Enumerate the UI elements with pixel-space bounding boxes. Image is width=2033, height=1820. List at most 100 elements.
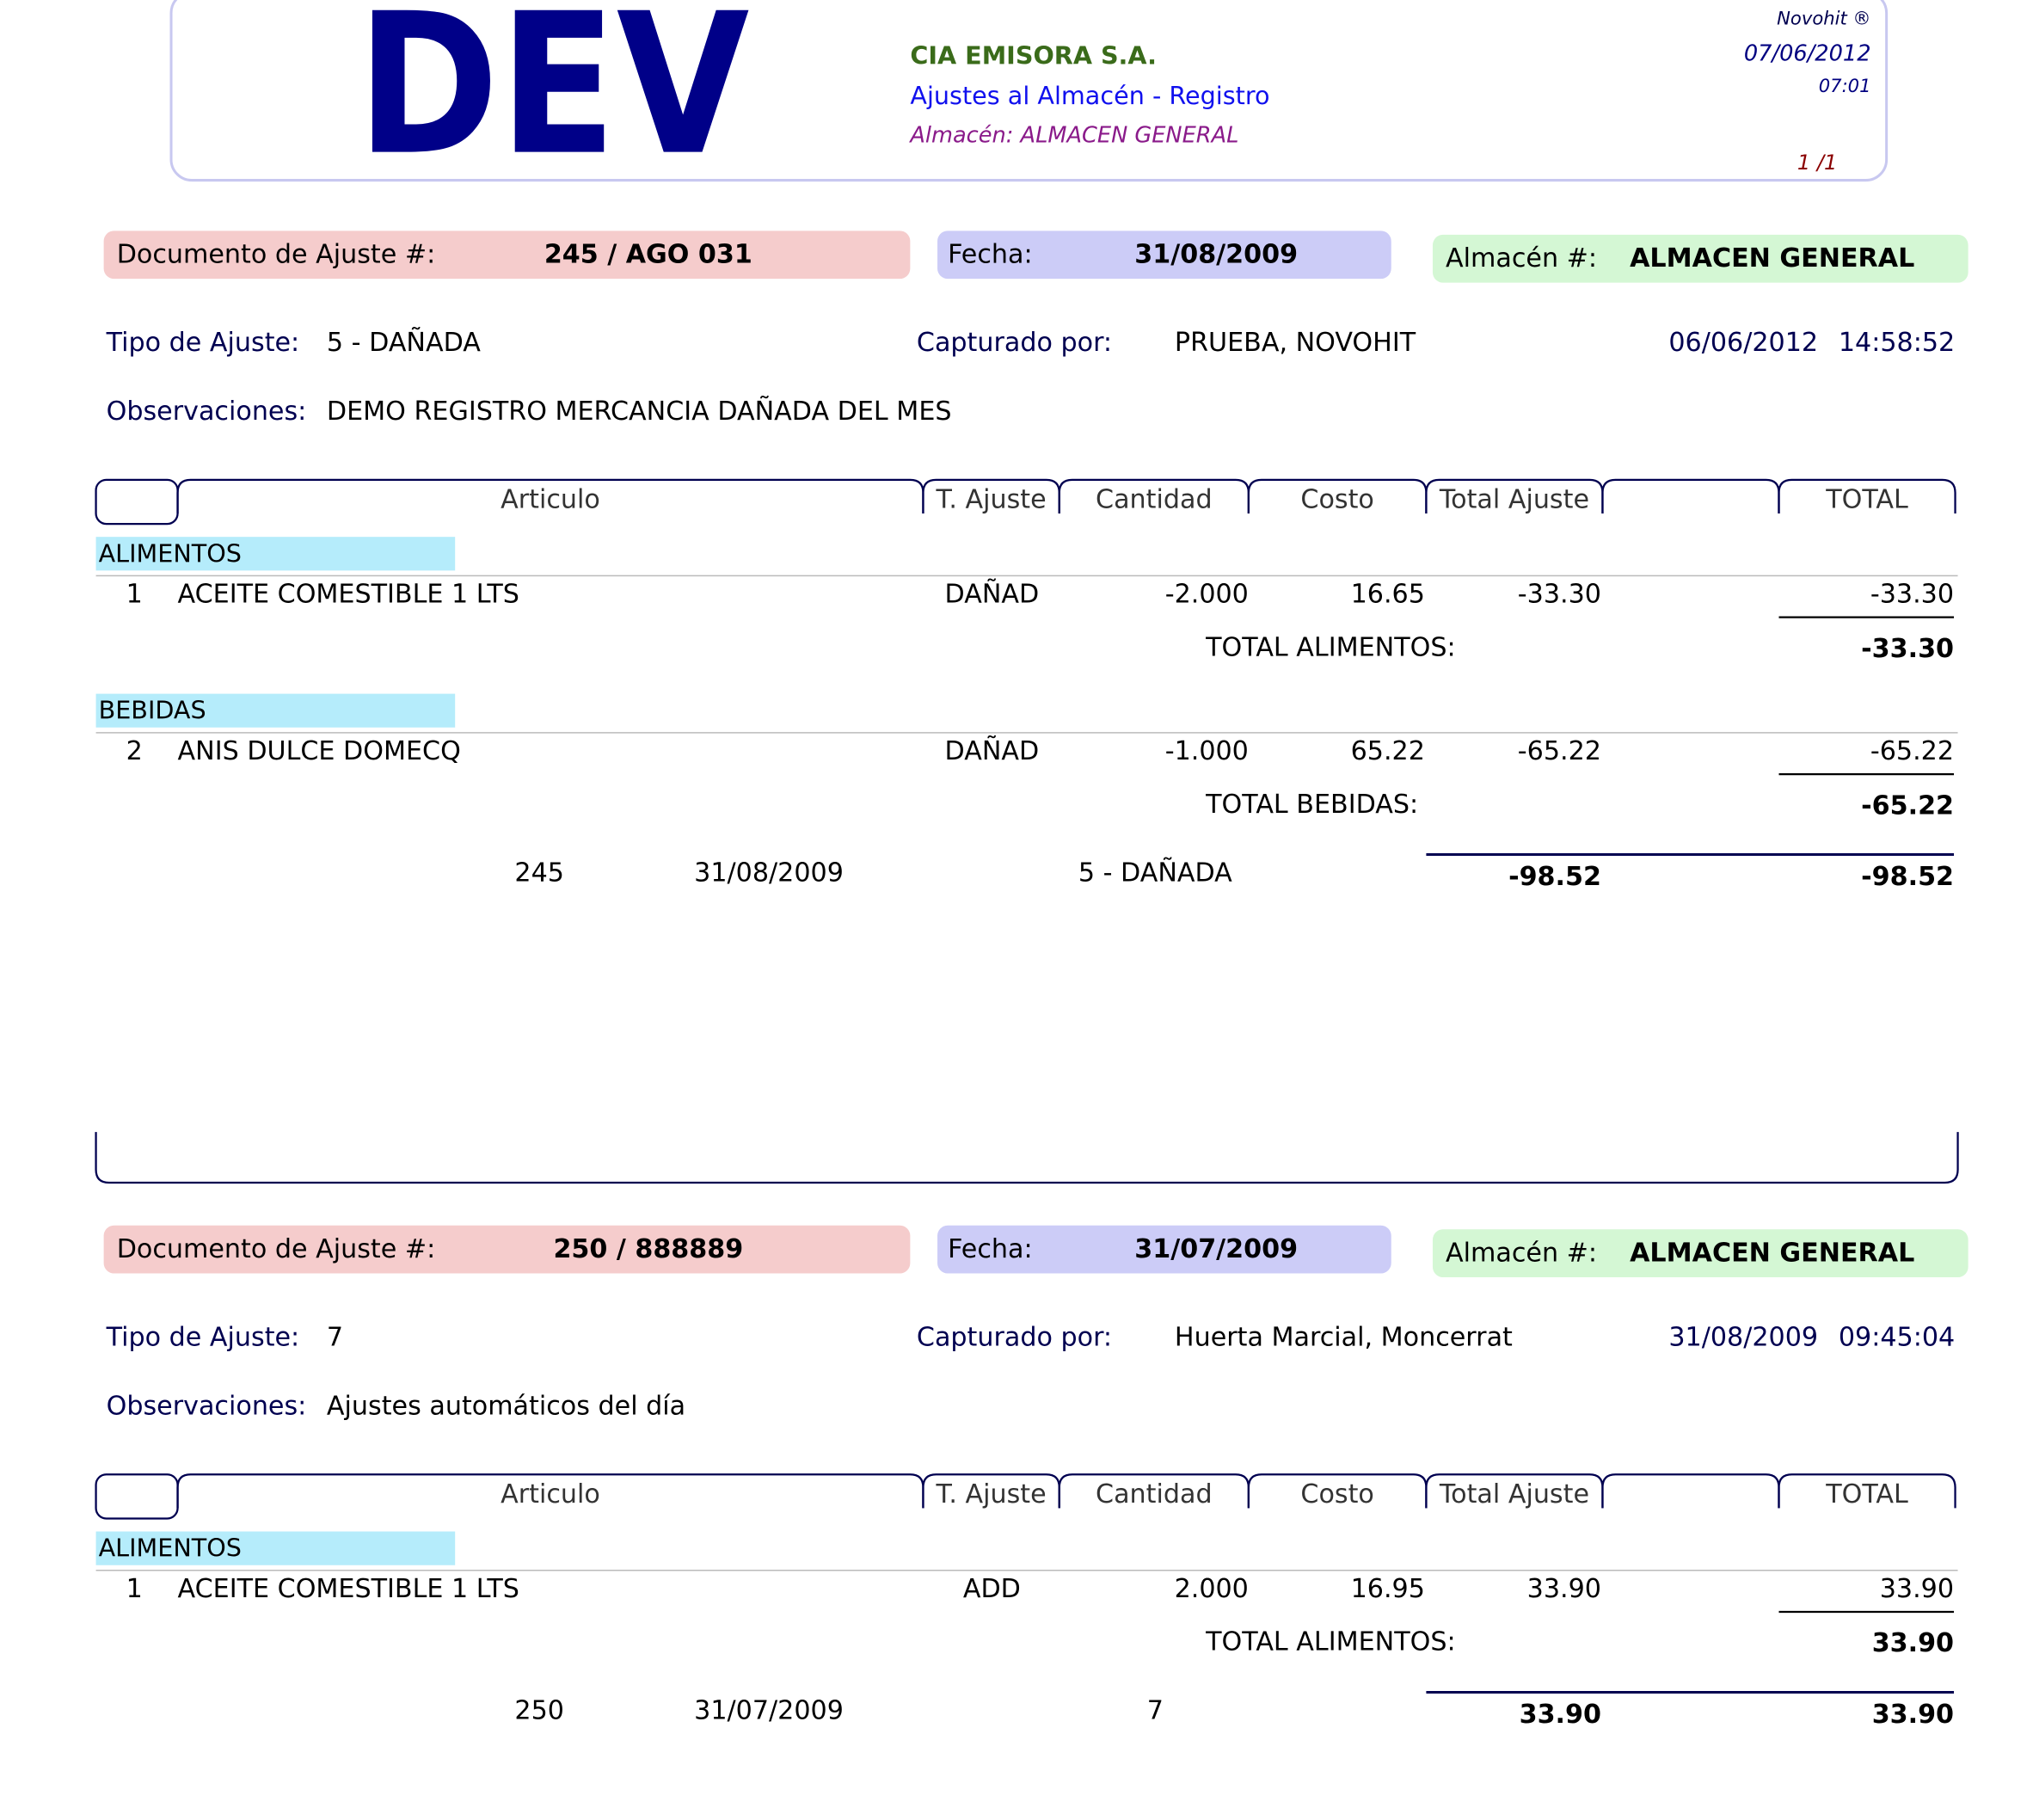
item-total: -33.30 [1870,580,1954,610]
group-total: -65.22 [1861,790,1954,821]
column-header: TOTAL [1825,1479,1908,1509]
column-header: Articulo [501,484,600,514]
header-tab [1247,478,1428,514]
header-tab [922,478,1060,514]
item-total-adj: -33.30 [1518,580,1601,610]
group-total-label: TOTAL ALIMENTOS: [1205,632,1456,662]
summary-date: 31/08/2009 [694,858,844,888]
item-total-adj: 33.90 [1527,1574,1601,1604]
item-cost: 16.95 [1351,1574,1425,1604]
summary-total-adj: -98.52 [1508,862,1601,892]
item-article: ANIS DULCE DOMECQ [178,736,461,766]
capturado: Huerta Marcial, Moncerrat [1175,1322,1513,1352]
group-band [95,537,456,571]
item-num: 1 [126,580,143,610]
column-header: Total Ajuste [1439,1479,1589,1509]
header-tab [1778,478,1956,514]
column-header: Costo [1300,484,1373,514]
group-name: ALIMENTOS [99,1534,242,1563]
company: CIA EMISORA S.A. [910,40,1157,70]
tipo-label: Tipo de Ajuste: [106,1322,300,1352]
group-total: -33.30 [1861,634,1954,664]
item-total: 33.90 [1880,1574,1954,1604]
summary-total: 33.90 [1872,1700,1954,1730]
summary-number: 250 [514,1696,564,1726]
doc-number: 250 / 888889 [553,1234,743,1264]
column-header: TOTAL [1825,484,1908,514]
summary-total-adj: 33.90 [1520,1700,1601,1730]
almacen-label: Almacén #: [1446,243,1597,274]
item-qty: -1.000 [1165,736,1249,766]
group-total: 33.90 [1872,1628,1954,1658]
item-article: ACEITE COMESTIBLE 1 LTS [178,1574,519,1604]
almacen-box [1432,1229,1969,1278]
tipo-label: Tipo de Ajuste: [106,328,300,358]
header-tab [95,1473,179,1520]
almacen-label: Almacén #: [1446,1238,1597,1268]
header-tab [176,478,924,514]
header-tab [1058,478,1250,514]
item-qty: -2.000 [1165,580,1249,610]
capturado-label: Capturado por: [917,1322,1112,1352]
doc-frame-bottom [95,1132,1959,1184]
fecha-box [937,1225,1391,1274]
print-time: 07:01 [1819,75,1871,96]
header-tab [1425,478,1604,514]
column-header: Costo [1300,1479,1373,1509]
group-name: BEBIDAS [99,696,206,725]
header-tab [1058,1473,1250,1509]
item-cost: 16.65 [1351,580,1425,610]
header-tab [1778,1473,1956,1509]
item-cost: 65.22 [1351,736,1425,766]
column-header: Total Ajuste [1439,484,1589,514]
tipo: 7 [327,1322,343,1352]
doc-box [103,231,911,280]
header-tab [1247,1473,1428,1509]
column-header: T. Ajuste [936,1479,1047,1509]
column-header: Cantidad [1096,484,1213,514]
summary-tipo: 7 [1147,1696,1164,1726]
item-article: ACEITE COMESTIBLE 1 LTS [178,580,519,610]
item-type: DAÑAD [945,735,1040,766]
warehouse: Almacén: ALMACEN GENERAL [908,122,1238,148]
report-name: Ajustes al Almacén - Registro [910,81,1269,110]
almacen-box [1432,234,1969,283]
header-tab [1425,1473,1604,1509]
group-total-label: TOTAL BEBIDAS: [1205,790,1418,820]
software: Novohit ® [1777,8,1870,29]
group-total-label: TOTAL ALIMENTOS: [1205,1627,1456,1657]
fecha: 31/07/2009 [1134,1234,1298,1264]
item-num: 2 [126,736,143,766]
column-header: Cantidad [1096,1479,1213,1509]
header-tab [1601,478,1780,514]
column-header: Articulo [501,1479,600,1509]
fecha-label: Fecha: [948,240,1033,270]
almacen: ALMACEN GENERAL [1630,1238,1914,1268]
item-qty: 2.000 [1175,1574,1249,1604]
obs: DEMO REGISTRO MERCANCIA DAÑADA DEL MES [327,396,952,427]
column-header: T. Ajuste [936,484,1047,514]
header-tab [95,478,179,526]
almacen: ALMACEN GENERAL [1630,243,1914,274]
doc-box [103,1225,911,1274]
fecha: 31/08/2009 [1134,240,1298,270]
page-number: 1 /1 [1797,151,1837,175]
obs-label: Observaciones: [107,397,307,427]
doc-label: Documento de Ajuste #: [117,1234,436,1264]
item-total-adj: -65.22 [1518,736,1601,766]
group-band [95,1531,456,1565]
doc-label: Documento de Ajuste #: [117,240,436,270]
summary-tipo: 5 - DAÑADA [1078,858,1232,888]
captura-time: 09:45:04 [1839,1322,1955,1352]
doc-number: 245 / AGO 031 [544,240,752,270]
tipo: 5 - DAÑADA [327,327,481,358]
capturado-label: Capturado por: [917,328,1112,358]
fecha-box [937,231,1391,280]
header-frame [169,0,1889,182]
summary-total: -98.52 [1861,862,1954,892]
header-tab [922,1473,1060,1509]
capturado: PRUEBA, NOVOHIT [1175,328,1416,358]
captura-date: 06/06/2012 [1668,328,1818,358]
print-date: 07/06/2012 [1744,40,1871,66]
